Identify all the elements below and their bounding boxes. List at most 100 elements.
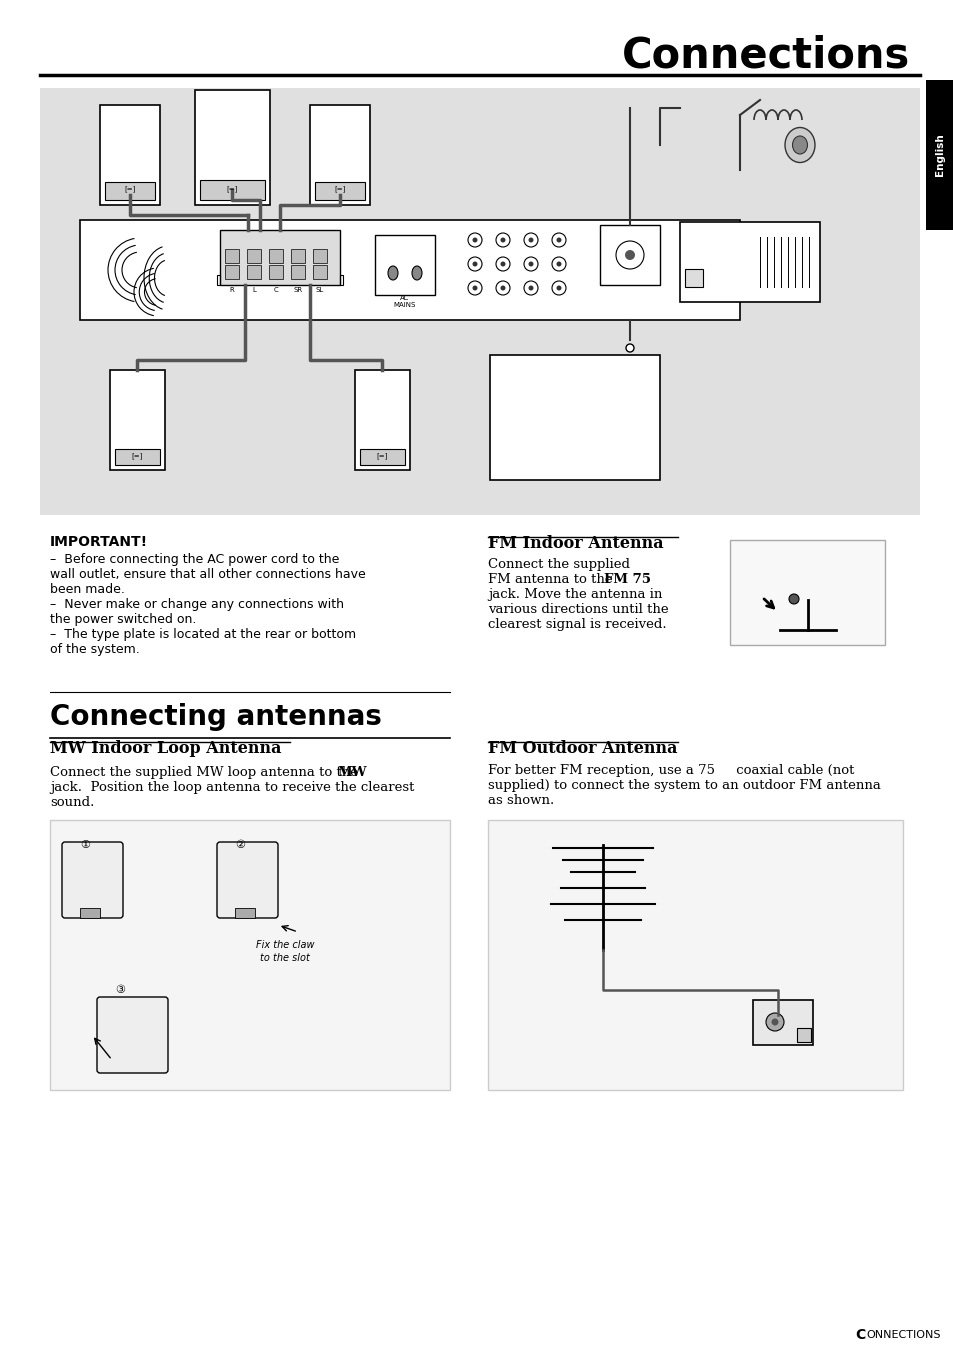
Text: AC: AC <box>400 295 409 301</box>
Ellipse shape <box>788 594 799 604</box>
Ellipse shape <box>771 1019 778 1025</box>
Ellipse shape <box>624 250 635 259</box>
Bar <box>314 182 365 200</box>
Bar <box>247 265 261 280</box>
Ellipse shape <box>552 257 565 272</box>
Bar <box>313 265 327 280</box>
Text: as shown.: as shown. <box>488 794 554 807</box>
Text: –  Never make or change any connections with: – Never make or change any connections w… <box>50 598 344 611</box>
Bar <box>488 820 902 1090</box>
Ellipse shape <box>556 238 561 242</box>
Bar <box>925 80 953 230</box>
Bar <box>339 276 343 285</box>
Bar <box>216 276 220 285</box>
Text: Connect the supplied MW loop antenna to the: Connect the supplied MW loop antenna to … <box>50 766 362 780</box>
Bar <box>684 269 702 286</box>
Text: Connect the supplied: Connect the supplied <box>488 558 629 571</box>
Text: supplied) to connect the system to an outdoor FM antenna: supplied) to connect the system to an ou… <box>488 780 880 792</box>
Text: –  The type plate is located at the rear or bottom: – The type plate is located at the rear … <box>50 628 355 640</box>
Text: R: R <box>230 286 234 293</box>
Ellipse shape <box>472 285 477 290</box>
Ellipse shape <box>765 1013 783 1031</box>
Bar <box>355 370 410 470</box>
Text: FM Outdoor Antenna: FM Outdoor Antenna <box>488 740 677 757</box>
Text: Connecting antennas: Connecting antennas <box>50 703 381 731</box>
Ellipse shape <box>523 257 537 272</box>
Ellipse shape <box>500 262 505 266</box>
Ellipse shape <box>496 281 510 295</box>
Ellipse shape <box>552 281 565 295</box>
Text: For better FM reception, use a 75     coaxial cable (not: For better FM reception, use a 75 coaxia… <box>488 765 854 777</box>
Ellipse shape <box>496 257 510 272</box>
Text: [=]: [=] <box>226 185 237 192</box>
Text: of the system.: of the system. <box>50 643 139 657</box>
Ellipse shape <box>468 257 481 272</box>
Ellipse shape <box>472 238 477 242</box>
Bar <box>50 820 450 1090</box>
Bar <box>490 355 659 480</box>
Bar <box>100 105 160 205</box>
Text: been made.: been made. <box>50 584 125 596</box>
Text: wall outlet, ensure that all other connections have: wall outlet, ensure that all other conne… <box>50 567 365 581</box>
Ellipse shape <box>784 127 814 162</box>
Bar <box>105 182 154 200</box>
Ellipse shape <box>556 262 561 266</box>
Text: [=]: [=] <box>375 453 387 459</box>
Ellipse shape <box>625 345 634 353</box>
Bar <box>359 449 405 465</box>
Bar <box>234 908 254 917</box>
Text: C: C <box>854 1328 864 1342</box>
Text: ③: ③ <box>115 985 125 994</box>
FancyBboxPatch shape <box>62 842 123 917</box>
Ellipse shape <box>528 238 533 242</box>
Text: [=]: [=] <box>124 185 135 192</box>
Text: to the slot: to the slot <box>260 952 310 963</box>
Bar <box>220 230 339 285</box>
Text: SL: SL <box>315 286 324 293</box>
Ellipse shape <box>616 240 643 269</box>
Text: MAINS: MAINS <box>394 303 416 308</box>
Text: [=]: [=] <box>334 185 345 192</box>
Ellipse shape <box>556 285 561 290</box>
Ellipse shape <box>412 266 421 280</box>
Text: sound.: sound. <box>50 796 94 809</box>
Ellipse shape <box>528 262 533 266</box>
Bar <box>200 180 265 200</box>
Bar <box>599 226 659 285</box>
Text: ①: ① <box>80 840 90 850</box>
Text: MW Indoor Loop Antenna: MW Indoor Loop Antenna <box>50 740 281 757</box>
Ellipse shape <box>500 238 505 242</box>
Text: L: L <box>252 286 255 293</box>
Text: clearest signal is received.: clearest signal is received. <box>488 617 666 631</box>
Bar <box>225 249 239 263</box>
Bar <box>729 540 884 644</box>
Bar <box>752 1000 812 1046</box>
FancyBboxPatch shape <box>216 842 277 917</box>
Bar <box>115 449 160 465</box>
Ellipse shape <box>468 281 481 295</box>
Bar <box>679 222 820 303</box>
Bar <box>269 249 283 263</box>
Ellipse shape <box>468 232 481 247</box>
Bar <box>269 265 283 280</box>
Text: ②: ② <box>234 840 245 850</box>
Ellipse shape <box>388 266 397 280</box>
Text: Connections: Connections <box>621 34 909 76</box>
Text: –  Before connecting the AC power cord to the: – Before connecting the AC power cord to… <box>50 553 339 566</box>
Text: SR: SR <box>294 286 302 293</box>
Text: C: C <box>274 286 278 293</box>
Text: MW: MW <box>336 766 366 780</box>
Text: various directions until the: various directions until the <box>488 603 668 616</box>
Ellipse shape <box>500 285 505 290</box>
Bar <box>313 249 327 263</box>
Bar <box>375 235 435 295</box>
Text: English: English <box>934 134 944 177</box>
Ellipse shape <box>496 232 510 247</box>
Text: jack. Move the antenna in: jack. Move the antenna in <box>488 588 661 601</box>
Text: the power switched on.: the power switched on. <box>50 613 196 626</box>
Bar <box>247 249 261 263</box>
Bar <box>110 370 165 470</box>
Bar <box>225 265 239 280</box>
Text: jack.  Position the loop antenna to receive the clearest: jack. Position the loop antenna to recei… <box>50 781 414 794</box>
Text: [=]: [=] <box>132 453 143 459</box>
